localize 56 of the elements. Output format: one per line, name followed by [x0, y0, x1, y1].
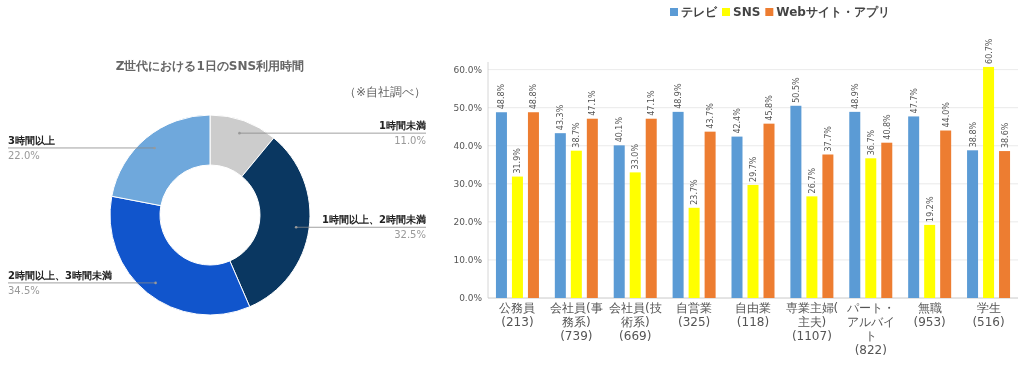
y-tick-label: 40.0%: [453, 140, 483, 151]
slice-label: 2時間以上、3時間未満: [8, 269, 112, 281]
y-tick-label: 60.0%: [453, 64, 483, 75]
legend-label: Webサイト・アプリ: [776, 5, 890, 19]
data-label: 33.0%: [631, 143, 641, 170]
legend-label: SNS: [733, 5, 761, 19]
data-label: 50.5%: [791, 76, 801, 103]
data-label: 48.8%: [497, 83, 507, 110]
data-label: 44.0%: [941, 101, 951, 128]
data-label: 48.8%: [529, 83, 539, 110]
data-label: 32.5%: [394, 229, 426, 241]
data-label: 11.0%: [394, 135, 426, 147]
chart-title: Z世代における1日のSNS利用時間: [115, 59, 305, 73]
data-label: 31.9%: [513, 147, 523, 174]
x-tick-label: パート・アルバイト (822): [845, 301, 895, 357]
x-tick-label: 自由業 (118): [735, 301, 771, 329]
y-tick-label: 20.0%: [453, 216, 483, 227]
data-label: 47.1%: [647, 89, 657, 116]
data-label: 47.1%: [588, 89, 598, 116]
data-label: 26.7%: [807, 167, 817, 194]
data-label: 22.0%: [8, 149, 40, 161]
data-label: 23.7%: [690, 178, 700, 205]
data-label: 48.9%: [850, 83, 860, 109]
data-label: 37.7%: [823, 125, 833, 152]
x-tick-label: 公務員 (213): [499, 301, 536, 329]
x-tick-label: 会社員(事務系) (739): [549, 301, 603, 343]
data-label: 40.1%: [615, 116, 625, 143]
data-label: 43.7%: [706, 102, 716, 129]
text: （※自社調べ）: [343, 85, 426, 99]
data-label: 42.4%: [733, 107, 742, 134]
data-label: 19.2%: [925, 196, 935, 222]
data-label: 38.8%: [968, 121, 978, 148]
data-label: 45.8%: [765, 94, 774, 121]
y-tick-label: 50.0%: [453, 102, 483, 113]
slice-label: 1時間未満: [379, 120, 426, 132]
data-label: 60.7%: [984, 38, 994, 64]
x-tick-label: 会社員(技術系) (669): [608, 301, 662, 343]
x-tick-label: 専業主婦(主夫) (1107): [785, 301, 839, 343]
data-label: 34.5%: [8, 284, 40, 296]
slice-label: 1時間以上、2時間未満: [322, 214, 426, 226]
x-tick-label: 自営業 (325): [676, 301, 713, 329]
data-label: 48.9%: [674, 83, 684, 109]
data-label: 43.3%: [556, 104, 566, 131]
y-tick-label: 0.0%: [459, 293, 483, 303]
legend-label: テレビ: [681, 5, 718, 19]
data-label: 47.7%: [909, 87, 919, 114]
data-label: 29.7%: [749, 156, 758, 182]
x-tick-label: 無職 (953): [913, 301, 946, 329]
data-label: 38.7%: [572, 121, 582, 148]
slice-label: 3時間以上: [8, 134, 55, 146]
y-tick-label: 10.0%: [453, 254, 483, 265]
data-label: 36.7%: [866, 129, 876, 156]
data-label: 38.6%: [1000, 122, 1010, 149]
data-label: 40.8%: [882, 113, 892, 140]
x-tick-label: 学生 (516): [972, 301, 1005, 329]
y-tick-label: 30.0%: [453, 178, 483, 189]
